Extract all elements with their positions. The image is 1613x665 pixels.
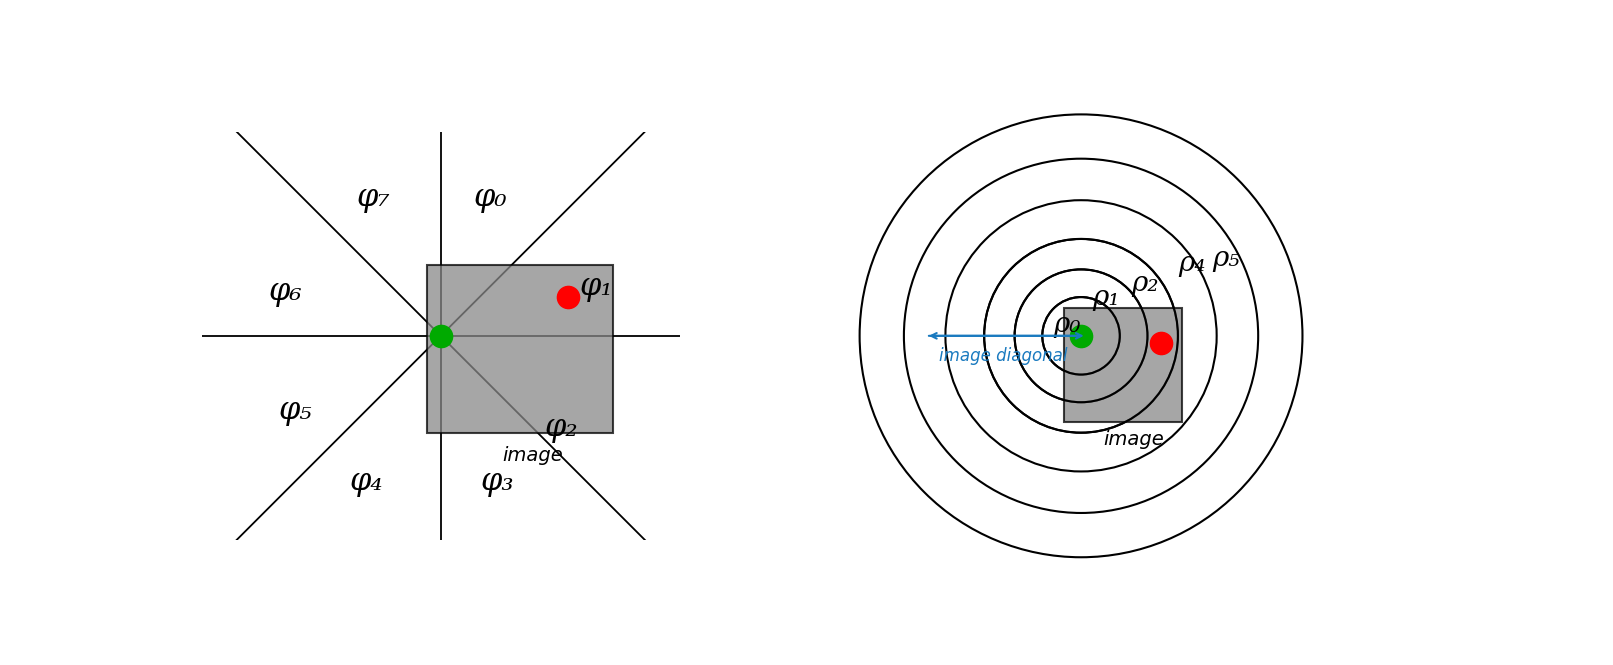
Text: ρ₅: ρ₅	[1213, 245, 1240, 272]
Text: ρ₀: ρ₀	[1053, 311, 1081, 338]
Text: image diagonal: image diagonal	[939, 347, 1068, 365]
Text: ρ₄: ρ₄	[1177, 250, 1205, 277]
Text: φ₆: φ₆	[268, 276, 302, 307]
Bar	[1065, 308, 1182, 422]
Text: φ₇: φ₇	[356, 182, 390, 213]
Text: φ₂: φ₂	[545, 412, 577, 444]
Text: ρ₁: ρ₁	[1092, 283, 1119, 311]
Text: φ₁: φ₁	[579, 271, 613, 302]
Bar	[426, 265, 613, 434]
Text: φ₃: φ₃	[481, 465, 515, 497]
Text: φ₅: φ₅	[279, 395, 313, 426]
Text: φ₄: φ₄	[350, 465, 384, 497]
Text: ρ₂: ρ₂	[1131, 270, 1158, 297]
Text: φ₀: φ₀	[474, 182, 506, 213]
Text: image: image	[1103, 430, 1165, 449]
Text: image: image	[503, 446, 563, 465]
